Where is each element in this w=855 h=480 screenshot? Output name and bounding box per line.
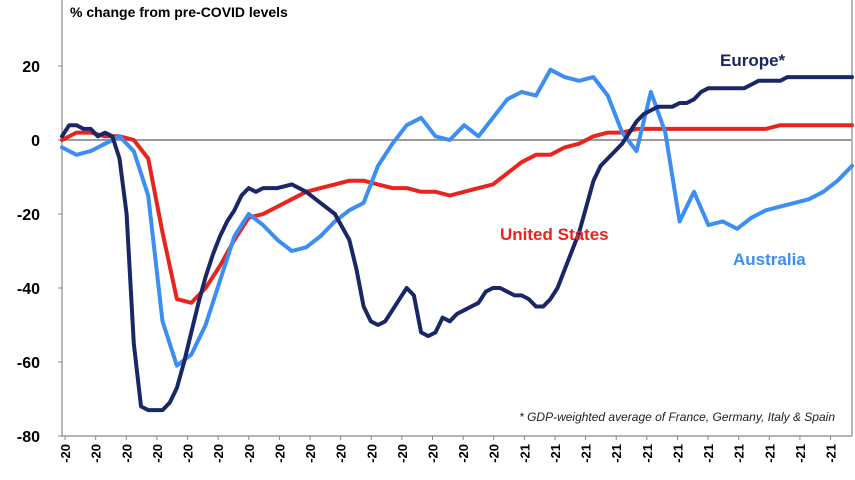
x-tick-label: -20: [242, 444, 257, 463]
x-tick-label: -20: [364, 444, 379, 463]
x-tick-label: -20: [119, 444, 134, 463]
x-tick-label: -20: [181, 444, 196, 463]
chart-footnote: * GDP-weighted average of France, German…: [519, 410, 835, 424]
x-tick-label: -21: [609, 444, 624, 463]
series-line-united-states: [60, 123, 854, 305]
x-tick-label: -20: [456, 444, 471, 463]
x-tick-label: -21: [762, 444, 777, 463]
x-tick-label: -21: [701, 444, 716, 463]
x-tick-label: -21: [670, 444, 685, 463]
series-layer: [60, 67, 854, 413]
x-tick-label: -21: [517, 444, 532, 463]
y-tick-label: -40: [17, 281, 40, 298]
x-tick-label: -20: [426, 444, 441, 463]
x-tick-label: -21: [793, 444, 808, 463]
series-label-united-states: United States: [500, 225, 609, 244]
x-axis: -20 -20 -20 -20 -20 -20 -20 -20 -20 -20 -20 -20 -20-…: [58, 436, 839, 463]
y-tick-label: 0: [31, 133, 40, 150]
x-tick-label: -20: [395, 444, 410, 463]
series-label-europe: Europe*: [720, 51, 786, 70]
series-line-europe: [60, 75, 854, 413]
x-tick-label: -20: [272, 444, 287, 463]
series-label-australia: Australia: [733, 250, 806, 269]
y-tick-label: -60: [17, 355, 40, 372]
x-tick-label: -20: [303, 444, 318, 463]
x-tick-label: -20: [58, 444, 73, 463]
x-tick-label: -20: [211, 444, 226, 463]
x-tick-label: -20: [150, 444, 165, 463]
x-tick-label: -21: [579, 444, 594, 463]
series-line-australia: [60, 67, 854, 368]
x-tick-label: -21: [824, 444, 839, 463]
y-tick-label: 20: [22, 59, 40, 76]
x-tick-label: -20: [487, 444, 502, 463]
y-tick-label: -80: [17, 429, 40, 446]
x-tick-label: -20: [334, 444, 349, 463]
chart-title: % change from pre-COVID levels: [70, 4, 288, 20]
x-tick-label: -20: [89, 444, 104, 463]
y-axis: 20 0 -20 -40 -60 -80: [17, 59, 62, 446]
x-tick-label: -21: [640, 444, 655, 463]
x-tick-label: -21: [732, 444, 747, 463]
y-tick-label: -20: [17, 207, 40, 224]
x-tick-label: -21: [548, 444, 563, 463]
plot-frame: [61, 0, 853, 437]
